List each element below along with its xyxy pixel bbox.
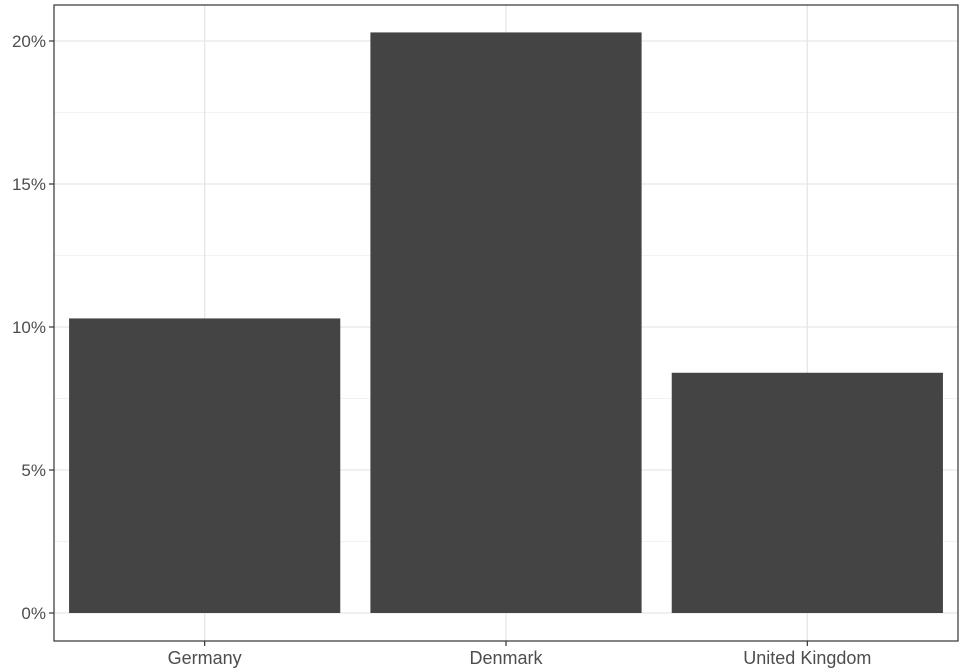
bars: [69, 32, 943, 614]
axes: 0% 5% 10% 15% 20% Germany Denmark United Kingdo…: [12, 32, 871, 668]
y-tick-label: 5%: [21, 461, 46, 480]
x-tick-label: United Kingdom: [743, 648, 871, 668]
x-tick-label: Germany: [168, 648, 242, 668]
bar-united-kingdom: [671, 372, 943, 613]
y-tick-label: 0%: [21, 604, 46, 623]
y-tick-label: 10%: [12, 318, 46, 337]
bar-denmark: [370, 32, 642, 614]
x-tick-label: Denmark: [469, 648, 543, 668]
bar-germany: [69, 318, 341, 613]
y-tick-label: 15%: [12, 175, 46, 194]
y-tick-label: 20%: [12, 32, 46, 51]
